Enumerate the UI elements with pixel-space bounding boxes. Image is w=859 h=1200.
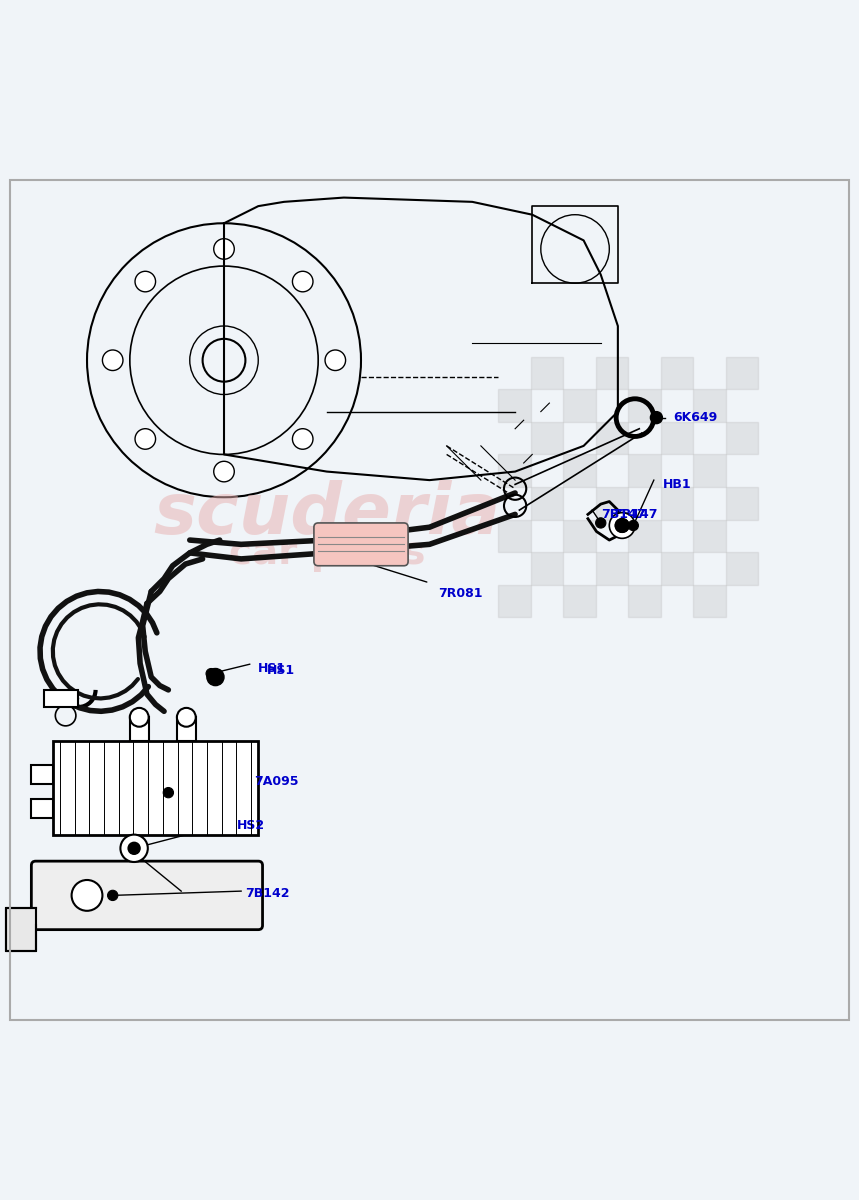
Bar [563, 389, 595, 422]
Text: HB1: HB1 [662, 478, 691, 491]
Circle shape [130, 708, 149, 727]
Circle shape [214, 239, 235, 259]
Bar [52, 742, 259, 835]
Bar [595, 356, 628, 389]
Circle shape [628, 521, 638, 530]
Bar [531, 422, 563, 455]
Bar [595, 487, 628, 520]
Circle shape [615, 518, 629, 533]
Circle shape [292, 271, 313, 292]
Bar [563, 455, 595, 487]
Circle shape [135, 271, 155, 292]
Bar [177, 718, 196, 742]
Bar [661, 356, 693, 389]
Bar [498, 455, 531, 487]
Bar [531, 487, 563, 520]
Bar [661, 487, 693, 520]
Text: 7B147: 7B147 [613, 508, 658, 521]
Circle shape [128, 842, 140, 854]
Bar [726, 552, 758, 584]
Bar [563, 520, 595, 552]
Bar [726, 422, 758, 455]
Bar [693, 520, 726, 552]
Text: 7B147: 7B147 [600, 508, 645, 521]
Bar [628, 389, 661, 422]
Circle shape [609, 512, 635, 539]
Bar [595, 552, 628, 584]
Bar [726, 356, 758, 389]
Circle shape [177, 708, 196, 727]
Circle shape [129, 844, 139, 853]
Bar [498, 520, 531, 552]
Bar [595, 422, 628, 455]
Bar [726, 487, 758, 520]
Circle shape [615, 518, 629, 533]
Bar [563, 584, 595, 617]
Circle shape [292, 428, 313, 449]
Text: 7B142: 7B142 [246, 887, 289, 900]
Bar [32, 766, 52, 784]
Circle shape [595, 518, 606, 528]
Bar [628, 584, 661, 617]
Bar [498, 584, 531, 617]
Bar [531, 356, 563, 389]
Bar [498, 389, 531, 422]
FancyBboxPatch shape [32, 862, 263, 930]
Circle shape [207, 668, 224, 685]
Bar [32, 799, 52, 818]
Text: HS2: HS2 [237, 818, 265, 832]
Bar [44, 690, 78, 707]
Circle shape [107, 890, 118, 900]
Bar [628, 455, 661, 487]
Bar [661, 552, 693, 584]
Bar [628, 520, 661, 552]
Bar [661, 422, 693, 455]
Circle shape [325, 350, 345, 371]
Text: car parts: car parts [228, 534, 425, 572]
Polygon shape [6, 908, 35, 952]
Text: HS1: HS1 [259, 662, 286, 674]
Circle shape [102, 350, 123, 371]
Text: scuderia: scuderia [153, 480, 500, 548]
Bar [693, 389, 726, 422]
Text: 7R081: 7R081 [438, 587, 483, 600]
Circle shape [163, 787, 174, 798]
Circle shape [650, 412, 662, 424]
Bar [693, 455, 726, 487]
Circle shape [214, 461, 235, 482]
Text: HS1: HS1 [267, 664, 295, 677]
Circle shape [120, 835, 148, 862]
Bar [130, 718, 149, 742]
Bar [693, 584, 726, 617]
Text: 6K649: 6K649 [673, 412, 718, 424]
Circle shape [135, 428, 155, 449]
Bar [531, 552, 563, 584]
FancyBboxPatch shape [314, 523, 408, 565]
Circle shape [71, 880, 102, 911]
Text: 7A095: 7A095 [254, 775, 298, 788]
Circle shape [206, 668, 216, 679]
